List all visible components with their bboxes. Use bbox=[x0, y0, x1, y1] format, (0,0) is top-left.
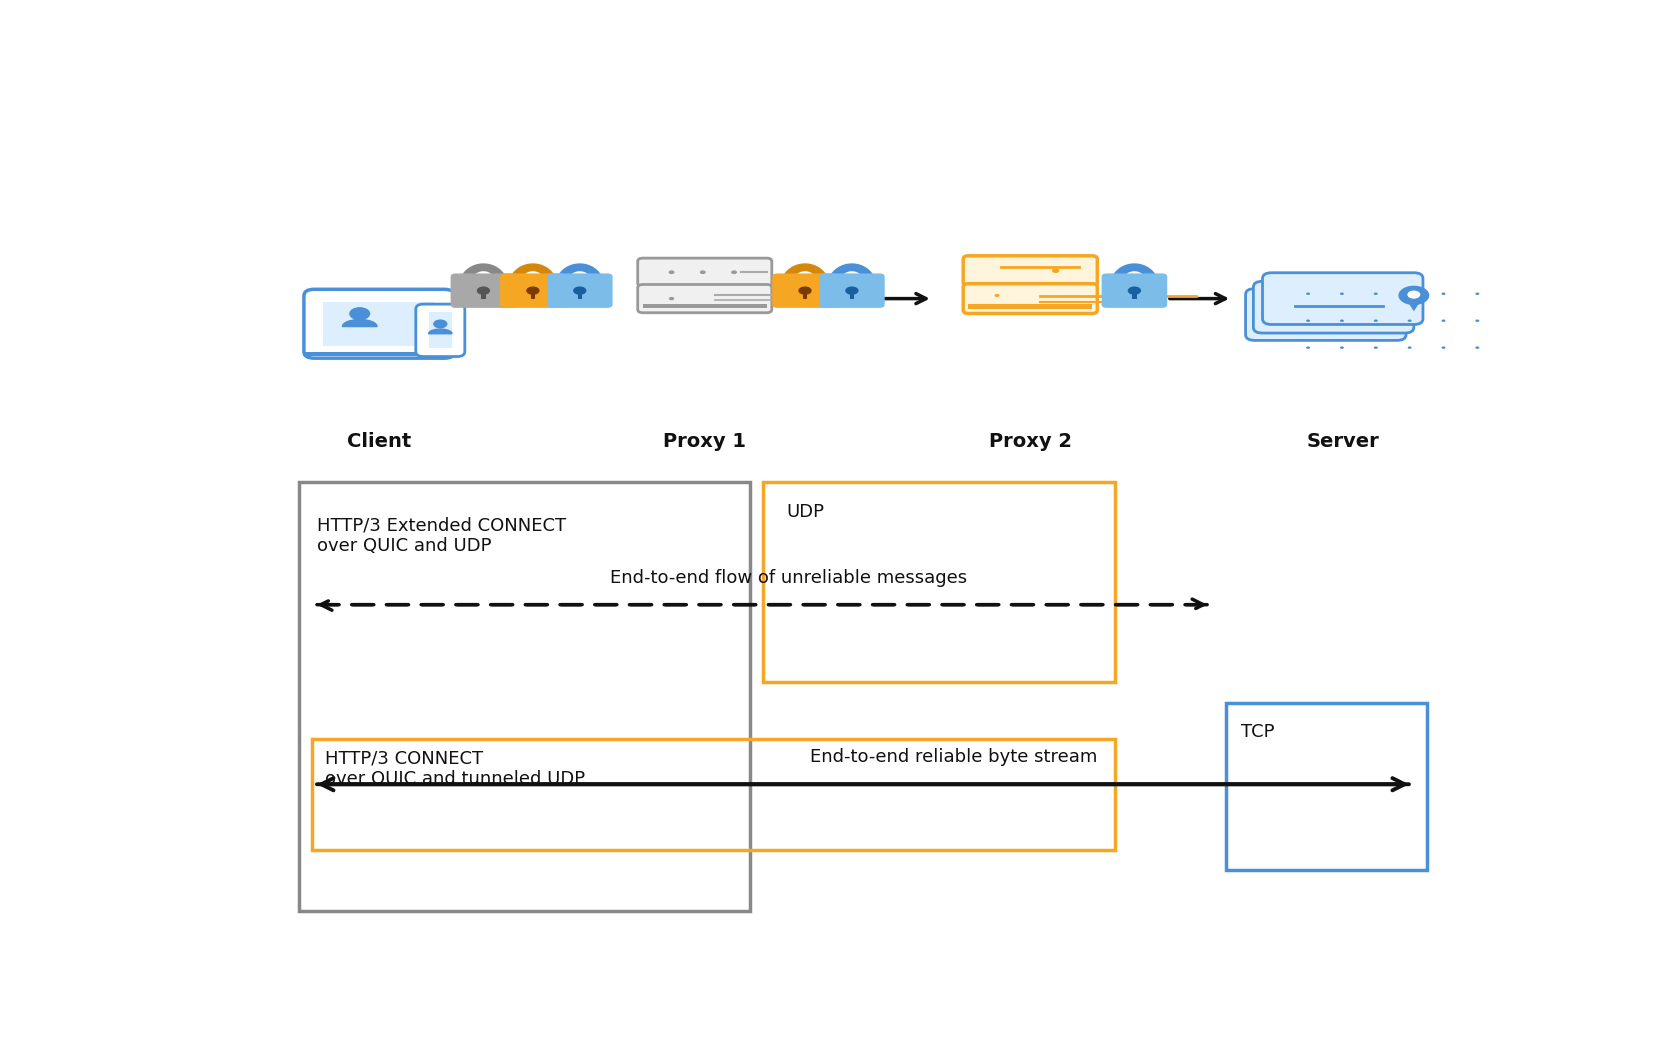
Circle shape bbox=[1441, 347, 1445, 349]
Circle shape bbox=[1475, 319, 1480, 322]
FancyBboxPatch shape bbox=[415, 304, 465, 356]
Text: Proxy 1: Proxy 1 bbox=[664, 431, 746, 450]
Circle shape bbox=[1475, 347, 1480, 349]
FancyBboxPatch shape bbox=[548, 273, 613, 307]
FancyBboxPatch shape bbox=[638, 284, 771, 313]
FancyBboxPatch shape bbox=[531, 292, 534, 299]
Polygon shape bbox=[343, 319, 376, 326]
Circle shape bbox=[1305, 293, 1310, 295]
FancyBboxPatch shape bbox=[1245, 288, 1406, 340]
Text: Server: Server bbox=[1307, 431, 1379, 450]
FancyBboxPatch shape bbox=[1132, 292, 1137, 299]
Text: Proxy 2: Proxy 2 bbox=[990, 431, 1072, 450]
FancyBboxPatch shape bbox=[773, 273, 838, 307]
Circle shape bbox=[1305, 347, 1310, 349]
Circle shape bbox=[1441, 293, 1445, 295]
Circle shape bbox=[349, 307, 370, 320]
FancyBboxPatch shape bbox=[578, 292, 581, 299]
FancyBboxPatch shape bbox=[968, 304, 1092, 310]
Circle shape bbox=[1052, 268, 1060, 273]
Circle shape bbox=[845, 286, 858, 295]
FancyBboxPatch shape bbox=[963, 284, 1097, 314]
Polygon shape bbox=[1406, 298, 1423, 312]
FancyBboxPatch shape bbox=[501, 273, 566, 307]
Circle shape bbox=[1408, 347, 1411, 349]
Circle shape bbox=[1341, 293, 1344, 295]
FancyBboxPatch shape bbox=[963, 255, 1097, 285]
Circle shape bbox=[1475, 293, 1480, 295]
Circle shape bbox=[573, 286, 586, 295]
Circle shape bbox=[1341, 319, 1344, 322]
FancyBboxPatch shape bbox=[302, 352, 455, 356]
FancyBboxPatch shape bbox=[428, 313, 452, 349]
Circle shape bbox=[731, 270, 738, 275]
FancyBboxPatch shape bbox=[643, 303, 766, 308]
Circle shape bbox=[1374, 319, 1378, 322]
FancyBboxPatch shape bbox=[638, 259, 771, 286]
Circle shape bbox=[1441, 319, 1445, 322]
Text: End-to-end reliable byte stream: End-to-end reliable byte stream bbox=[810, 748, 1097, 766]
Text: Client: Client bbox=[348, 431, 412, 450]
Circle shape bbox=[1374, 347, 1378, 349]
Circle shape bbox=[526, 286, 539, 295]
Text: TCP: TCP bbox=[1242, 723, 1275, 741]
FancyBboxPatch shape bbox=[1102, 273, 1168, 307]
Circle shape bbox=[1408, 319, 1411, 322]
Polygon shape bbox=[428, 329, 452, 334]
Circle shape bbox=[1341, 347, 1344, 349]
Circle shape bbox=[701, 270, 706, 275]
FancyBboxPatch shape bbox=[480, 292, 486, 299]
FancyBboxPatch shape bbox=[324, 301, 435, 346]
FancyBboxPatch shape bbox=[820, 273, 885, 307]
FancyBboxPatch shape bbox=[850, 292, 853, 299]
Text: UDP: UDP bbox=[786, 502, 825, 520]
Text: HTTP/3 Extended CONNECT
over QUIC and UDP: HTTP/3 Extended CONNECT over QUIC and UD… bbox=[318, 516, 566, 555]
Circle shape bbox=[669, 270, 675, 275]
Circle shape bbox=[1127, 286, 1141, 295]
Text: End-to-end flow of unreliable messages: End-to-end flow of unreliable messages bbox=[610, 569, 966, 587]
FancyBboxPatch shape bbox=[450, 273, 516, 307]
Circle shape bbox=[1408, 293, 1411, 295]
Circle shape bbox=[669, 297, 674, 300]
Circle shape bbox=[798, 286, 811, 295]
Text: HTTP/3 CONNECT
over QUIC and tunneled UDP: HTTP/3 CONNECT over QUIC and tunneled UD… bbox=[324, 749, 585, 788]
Circle shape bbox=[1398, 286, 1430, 305]
FancyBboxPatch shape bbox=[304, 289, 455, 358]
Circle shape bbox=[433, 319, 447, 329]
FancyBboxPatch shape bbox=[1262, 272, 1423, 324]
Circle shape bbox=[477, 286, 491, 295]
Circle shape bbox=[1305, 319, 1310, 322]
Circle shape bbox=[1408, 290, 1420, 299]
Circle shape bbox=[1374, 293, 1378, 295]
Circle shape bbox=[995, 294, 1000, 297]
FancyBboxPatch shape bbox=[803, 292, 806, 299]
FancyBboxPatch shape bbox=[1253, 281, 1415, 333]
